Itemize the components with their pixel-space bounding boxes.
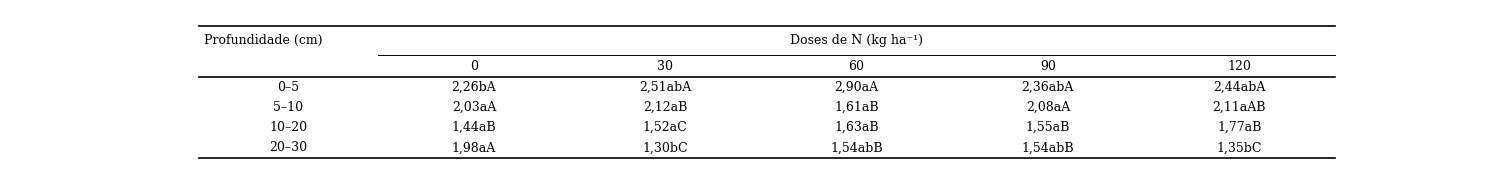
Text: 90: 90 [1040,60,1056,73]
Text: 1,52aC: 1,52aC [643,121,688,134]
Text: 2,12aB: 2,12aB [643,101,688,114]
Text: 0: 0 [470,60,477,73]
Text: 5–10: 5–10 [274,101,304,114]
Text: 2,11aAB: 2,11aAB [1212,101,1266,114]
Text: 10–20: 10–20 [269,121,308,134]
Text: 1,77aB: 1,77aB [1216,121,1261,134]
Text: 2,03aA: 2,03aA [452,101,497,114]
Text: 2,26bA: 2,26bA [452,81,497,94]
Text: 1,44aB: 1,44aB [452,121,497,134]
Text: 1,61aB: 1,61aB [835,101,878,114]
Text: 120: 120 [1227,60,1251,73]
Text: 1,35bC: 1,35bC [1216,141,1263,155]
Text: 1,63aB: 1,63aB [835,121,878,134]
Text: 2,90aA: 2,90aA [835,81,878,94]
Text: 2,36abA: 2,36abA [1022,81,1074,94]
Text: 2,44abA: 2,44abA [1213,81,1266,94]
Text: 1,30bC: 1,30bC [642,141,688,155]
Text: Doses de N (kg ha⁻¹): Doses de N (kg ha⁻¹) [790,34,923,47]
Text: 0–5: 0–5 [277,81,299,94]
Text: Profundidade (cm): Profundidade (cm) [205,34,323,47]
Text: 1,54abB: 1,54abB [830,141,883,155]
Text: 1,54abB: 1,54abB [1022,141,1074,155]
Text: 20–30: 20–30 [269,141,308,155]
Text: 1,55aB: 1,55aB [1026,121,1070,134]
Text: 1,98aA: 1,98aA [452,141,497,155]
Text: 30: 30 [657,60,673,73]
Text: 60: 60 [848,60,865,73]
Text: 2,51abA: 2,51abA [639,81,691,94]
Text: 2,08aA: 2,08aA [1026,101,1070,114]
